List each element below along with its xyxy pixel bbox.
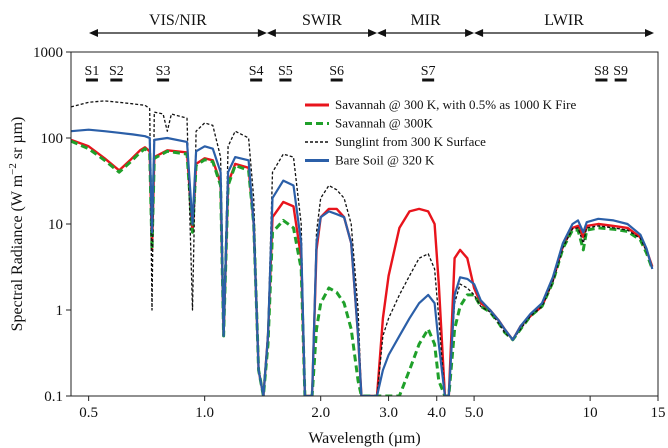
sensor-bands: S1 S2 S3 S4 S5 S6 S7 S8 S9: [85, 64, 628, 82]
series-line-1: [71, 138, 654, 396]
x-tick-label: 15: [651, 405, 666, 421]
series-line-2: [71, 139, 654, 396]
y-tick-label: 0.1: [44, 389, 63, 405]
band-arrow: [266, 29, 378, 37]
sensor-band-label: S6: [329, 64, 344, 79]
legend-label: Savannah @ 300 K, with 0.5% as 1000 K Fi…: [335, 97, 576, 112]
x-tick-label: 1.0: [195, 405, 214, 421]
x-tick-label: 3.0: [379, 405, 398, 421]
y-axis-title-superscript: −2: [7, 163, 19, 175]
band-arrow: [474, 29, 654, 37]
x-tick-label: 2.0: [311, 405, 330, 421]
sensor-band-label: S4: [249, 64, 264, 79]
legend-label: Bare Soil @ 320 K: [335, 153, 435, 168]
y-tick-label: 10: [48, 217, 63, 233]
x-tick-label: 10: [583, 405, 598, 421]
series-line-4: [71, 128, 654, 396]
series-line-3: [71, 100, 653, 396]
y-axis-title: Spectral Radiance (W m−2 sr µm): [7, 117, 26, 332]
y-axis-title-part1: Spectral Radiance (W m: [9, 174, 26, 331]
sensor-band-label: S7: [421, 64, 436, 79]
legend-label: Savannah @ 300K: [335, 116, 434, 131]
band-label: VIS/NIR: [149, 12, 207, 29]
band-arrow: [377, 29, 475, 37]
x-tick-label: 5.0: [465, 405, 484, 421]
x-tick-label: 0.5: [79, 405, 98, 421]
sensor-band-label: S1: [85, 64, 100, 79]
sensor-band-label: S8: [594, 64, 609, 79]
band-label: SWIR: [302, 12, 342, 29]
band-label: MIR: [410, 12, 441, 29]
y-tick-label: 1000: [33, 45, 63, 61]
x-axis-title: Wavelength (µm): [308, 430, 420, 447]
band-arrow: [89, 29, 267, 37]
band-label: LWIR: [544, 12, 584, 29]
y-tick-label: 100: [41, 131, 64, 147]
sensor-band-label: S2: [109, 64, 124, 79]
legend: Savannah @ 300 K, with 0.5% as 1000 K Fi…: [305, 97, 576, 168]
y-tick-label: 1: [56, 303, 64, 319]
x-axis: 0.5 1.0 2.0 3.0 4.0 5.0 10 15: [79, 396, 666, 421]
sensor-band-label: S3: [156, 64, 171, 79]
legend-label: Sunglint from 300 K Surface: [335, 134, 486, 149]
sensor-band-label: S9: [613, 64, 628, 79]
spectral-bands: VIS/NIR SWIR MIR LWIR: [89, 12, 654, 37]
y-axis-title-part2: sr µm): [9, 117, 26, 164]
series-lines: [71, 100, 654, 396]
sensor-band-label: S5: [278, 64, 293, 79]
x-tick-label: 4.0: [427, 405, 446, 421]
y-axis: 1000 100 10 1 0.1: [33, 45, 71, 405]
